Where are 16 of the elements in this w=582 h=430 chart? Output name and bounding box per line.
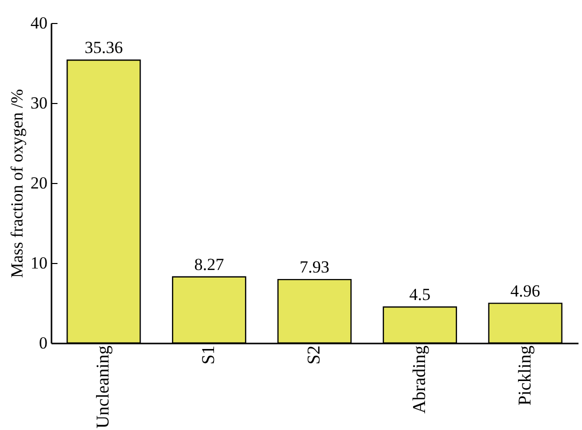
x-tick-label: S2 — [304, 346, 324, 365]
x-tick-label: Abrading — [408, 346, 429, 414]
data-label: 4.5 — [409, 285, 431, 304]
y-tick-label: 30 — [30, 94, 48, 112]
x-tick-label: Uncleaning — [92, 346, 113, 428]
y-axis-title: Mass fraction of oxygen /% — [8, 89, 26, 278]
data-label: 7.93 — [300, 258, 330, 277]
y-tick-label: 40 — [30, 14, 48, 32]
x-tick-label: S1 — [198, 346, 218, 365]
y-tick-label: 10 — [30, 254, 48, 272]
x-tick-label: Pickling — [514, 346, 534, 406]
data-label: 35.36 — [84, 38, 123, 58]
data-label: 4.96 — [510, 281, 540, 300]
data-label: 8.27 — [194, 254, 224, 274]
y-tick-label: 20 — [30, 174, 48, 192]
y-tick-label: 0 — [39, 334, 48, 352]
